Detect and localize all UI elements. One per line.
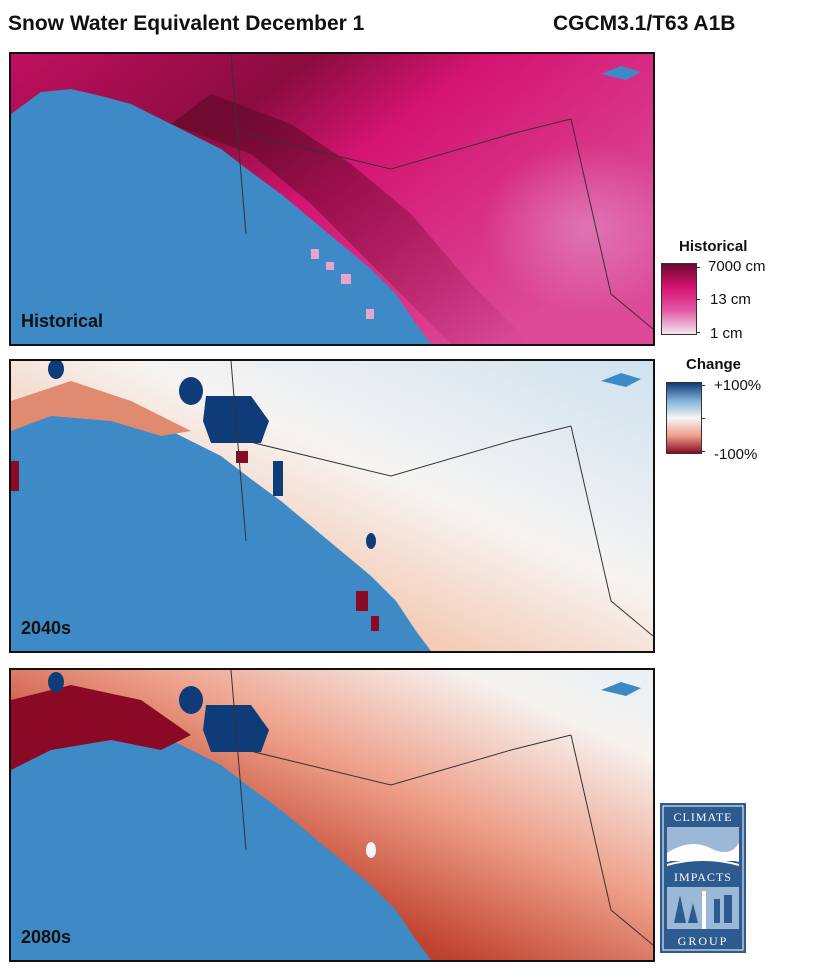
land-mass <box>11 670 653 960</box>
model-scenario-label: CGCM3.1/T63 A1B <box>553 12 736 35</box>
legend-tick <box>701 451 705 452</box>
legend-change-tick-max: +100% <box>714 377 762 394</box>
coastal-loss <box>11 381 191 436</box>
boundaries <box>230 361 653 637</box>
logo-word-impacts: IMPACTS <box>674 870 732 884</box>
lake <box>601 66 641 80</box>
snow-gain-blob <box>179 377 203 405</box>
logo-word-climate: CLIMATE <box>674 810 733 824</box>
boundaries <box>230 670 653 946</box>
legend-change-title: Change <box>686 356 742 373</box>
legend-tick <box>696 267 700 268</box>
snow-gain-pixel <box>366 533 376 549</box>
map-panel-2080s: 2080s <box>9 668 655 962</box>
coastal-pixels <box>311 249 374 319</box>
snow-gain-pixel <box>366 842 376 858</box>
map-panel-2040s: 2040s <box>9 359 655 653</box>
legend-historical-tick-min: 1 cm <box>710 325 743 342</box>
legend-historical-colorbar <box>661 263 697 335</box>
map-panel-historical: Historical <box>9 52 655 346</box>
boundaries <box>230 54 653 330</box>
coastal-loss <box>11 685 191 770</box>
map-2080s <box>11 670 653 960</box>
legend-tick <box>701 385 705 386</box>
climate-impacts-group-logo: CLIMATE IMPACTS GROUP <box>660 803 746 953</box>
logo-word-group: GROUP <box>678 934 729 948</box>
legend-tick <box>696 299 700 300</box>
panel-label-2040s: 2040s <box>21 618 72 638</box>
chart-title: Snow Water Equivalent December 1 <box>8 12 365 35</box>
snow-gain-blob <box>48 672 64 692</box>
snow-gain-blob <box>48 361 64 379</box>
legend-tick <box>701 418 705 419</box>
lake <box>601 682 641 696</box>
lake <box>601 373 641 387</box>
legend-historical-tick-max: 7000 cm <box>708 258 766 275</box>
snow-gain-pixel <box>273 461 283 496</box>
map-2040s <box>11 361 653 651</box>
logo-emblem: CLIMATE IMPACTS GROUP <box>660 803 746 953</box>
legend-historical-title: Historical <box>679 238 748 255</box>
panel-label-2080s: 2080s <box>21 927 72 947</box>
legend-historical-tick-mid: 13 cm <box>710 291 751 308</box>
panel-label-historical: Historical <box>21 311 104 331</box>
legend-tick <box>696 332 700 333</box>
map-historical <box>11 54 653 344</box>
land-mass <box>11 361 653 651</box>
snow-gain-blob <box>179 686 203 714</box>
legend-change-tick-min: -100% <box>714 446 758 463</box>
interior-snow <box>391 134 653 344</box>
legend-change-colorbar <box>666 382 702 454</box>
